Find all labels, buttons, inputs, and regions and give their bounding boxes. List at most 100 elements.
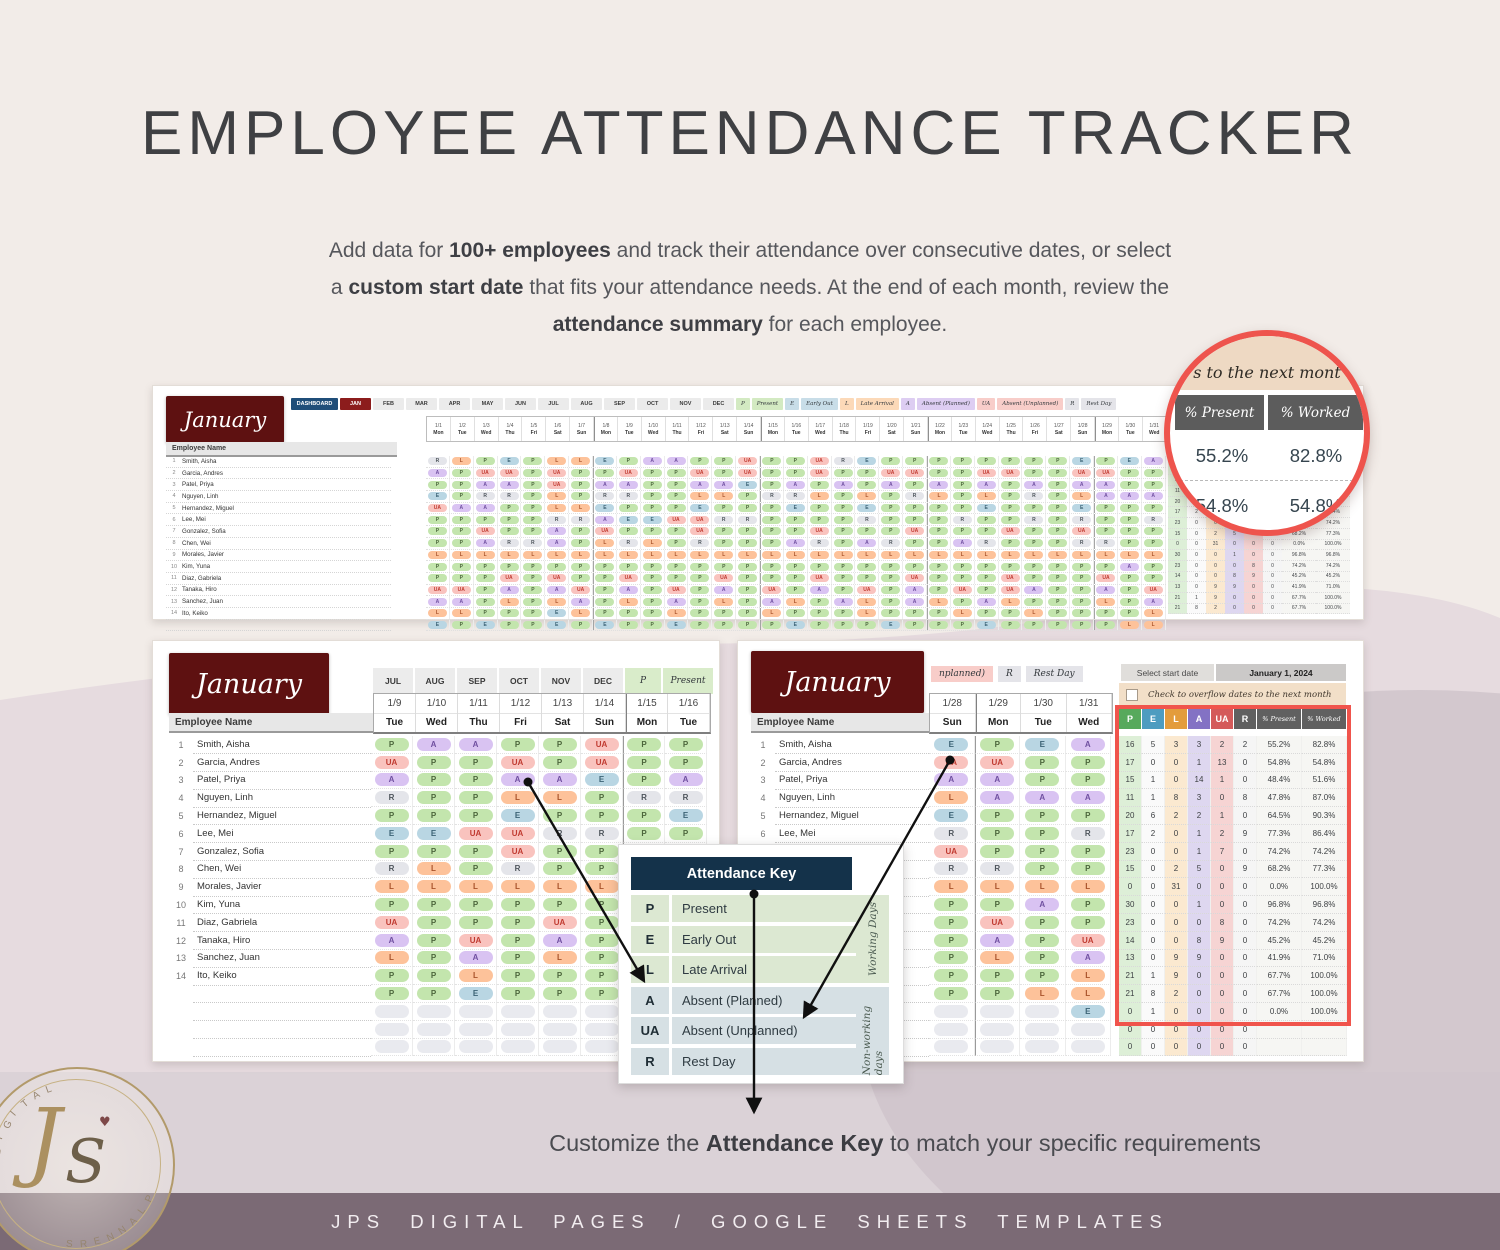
attendance-cell[interactable]: P [736, 537, 761, 549]
attendance-cell[interactable]: P [808, 514, 832, 526]
attendance-cell[interactable]: E [474, 619, 498, 631]
attendance-cell[interactable]: P [521, 467, 546, 479]
attendance-cell[interactable]: P [665, 479, 689, 491]
attendance-cell[interactable]: P [539, 860, 581, 879]
attendance-cell[interactable]: L [539, 789, 581, 808]
attendance-cell[interactable]: P [1094, 526, 1118, 537]
attendance-cell[interactable]: P [951, 526, 975, 537]
attendance-cell[interactable]: P [521, 502, 546, 514]
attendance-cell[interactable]: UA [999, 467, 1023, 479]
attendance-cell[interactable]: A [665, 771, 707, 790]
month-tab-aug[interactable]: AUG [571, 398, 602, 410]
attendance-cell[interactable]: R [581, 824, 623, 843]
employee-name[interactable]: Lee, Mei [775, 824, 929, 844]
attendance-cell[interactable]: P [641, 479, 665, 491]
attendance-cell[interactable]: L [1020, 985, 1066, 1003]
attendance-cell[interactable]: L [455, 967, 497, 986]
attendance-cell[interactable]: P [623, 736, 665, 754]
attendance-cell[interactable]: E [736, 479, 761, 491]
attendance-cell[interactable]: P [521, 479, 546, 491]
attendance-cell[interactable]: R [371, 789, 413, 808]
attendance-cell[interactable]: P [688, 561, 713, 572]
attendance-cell[interactable]: A [927, 479, 951, 491]
attendance-cell[interactable]: P [426, 561, 450, 572]
attendance-cell[interactable]: A [688, 479, 713, 491]
attendance-cell[interactable]: A [545, 537, 570, 549]
attendance-cell[interactable]: L [413, 860, 455, 879]
attendance-cell[interactable]: E [545, 619, 570, 631]
employee-name[interactable] [193, 985, 371, 1004]
attendance-cell[interactable] [539, 1020, 581, 1039]
attendance-cell[interactable]: P [1020, 860, 1066, 879]
attendance-cell[interactable]: P [975, 561, 999, 572]
attendance-cell[interactable]: P [474, 572, 498, 584]
attendance-cell[interactable]: P [784, 467, 808, 479]
employee-name[interactable]: Garcia, Andres [182, 469, 223, 477]
attendance-cell[interactable]: P [903, 479, 928, 491]
employee-name[interactable]: Nguyen, Linh [193, 789, 371, 808]
attendance-cell[interactable]: P [1046, 526, 1071, 537]
attendance-cell[interactable] [929, 1020, 975, 1039]
select-start-date-label[interactable]: Select start date [1121, 664, 1214, 681]
employee-name[interactable]: Diaz, Gabriela [182, 574, 222, 582]
attendance-cell[interactable]: P [879, 572, 904, 584]
attendance-cell[interactable]: UA [1142, 584, 1166, 596]
month-tab-dec[interactable]: DEC [703, 398, 734, 410]
attendance-cell[interactable]: A [474, 502, 498, 514]
attendance-cell[interactable]: P [569, 619, 594, 631]
attendance-cell[interactable]: P [1046, 584, 1071, 596]
attendance-cell[interactable]: P [999, 561, 1023, 572]
employee-name[interactable]: Smith, Aisha [775, 736, 929, 755]
attendance-cell[interactable]: P [474, 596, 498, 607]
employee-name[interactable]: Chen, Wei [182, 539, 211, 547]
attendance-cell[interactable]: P [474, 561, 498, 572]
attendance-cell[interactable]: P [1046, 572, 1071, 584]
attendance-cell[interactable]: A [569, 596, 594, 607]
attendance-cell[interactable]: UA [1094, 467, 1118, 479]
attendance-cell[interactable]: P [1046, 607, 1071, 619]
attendance-cell[interactable]: A [498, 584, 522, 596]
attendance-cell[interactable]: L [808, 491, 832, 502]
attendance-cell[interactable]: P [1070, 584, 1095, 596]
attendance-cell[interactable]: A [784, 479, 808, 491]
attendance-cell[interactable]: L [569, 607, 594, 619]
attendance-cell[interactable]: P [426, 514, 450, 526]
attendance-cell[interactable]: UA [688, 514, 713, 526]
attendance-cell[interactable] [581, 1020, 623, 1039]
attendance-cell[interactable]: P [521, 572, 546, 584]
attendance-cell[interactable]: A [929, 771, 975, 790]
attendance-cell[interactable]: P [581, 967, 623, 986]
attendance-cell[interactable]: P [1022, 456, 1047, 467]
attendance-cell[interactable]: P [498, 561, 522, 572]
attendance-cell[interactable]: P [498, 514, 522, 526]
month-tab-sep[interactable]: SEP [604, 398, 635, 410]
attendance-cell[interactable]: P [665, 824, 707, 843]
attendance-cell[interactable]: P [1046, 596, 1071, 607]
attendance-cell[interactable]: P [927, 584, 951, 596]
attendance-cell[interactable]: L [1022, 549, 1047, 561]
attendance-cell[interactable]: L [784, 549, 808, 561]
attendance-cell[interactable]: UA [688, 467, 713, 479]
attendance-cell[interactable]: P [641, 619, 665, 631]
attendance-cell[interactable]: P [927, 514, 951, 526]
attendance-cell[interactable]: P [1046, 456, 1071, 467]
attendance-cell[interactable]: UA [688, 526, 713, 537]
attendance-cell[interactable]: P [1070, 596, 1095, 607]
attendance-cell[interactable]: E [545, 607, 570, 619]
attendance-cell[interactable]: P [593, 596, 617, 607]
attendance-cell[interactable]: P [879, 561, 904, 572]
attendance-cell[interactable]: P [1046, 514, 1071, 526]
attendance-cell[interactable]: UA [581, 736, 623, 754]
attendance-cell[interactable]: A [903, 584, 928, 596]
attendance-cell[interactable]: L [1070, 491, 1095, 502]
attendance-cell[interactable]: L [784, 596, 808, 607]
attendance-cell[interactable]: P [808, 607, 832, 619]
attendance-cell[interactable]: P [455, 896, 497, 914]
attendance-cell[interactable]: P [413, 807, 455, 825]
attendance-cell[interactable]: UA [974, 913, 1020, 932]
attendance-cell[interactable]: P [855, 467, 880, 479]
attendance-cell[interactable]: A [497, 771, 539, 790]
attendance-cell[interactable]: A [974, 789, 1020, 808]
attendance-cell[interactable]: E [498, 456, 522, 467]
attendance-cell[interactable]: P [760, 572, 784, 584]
